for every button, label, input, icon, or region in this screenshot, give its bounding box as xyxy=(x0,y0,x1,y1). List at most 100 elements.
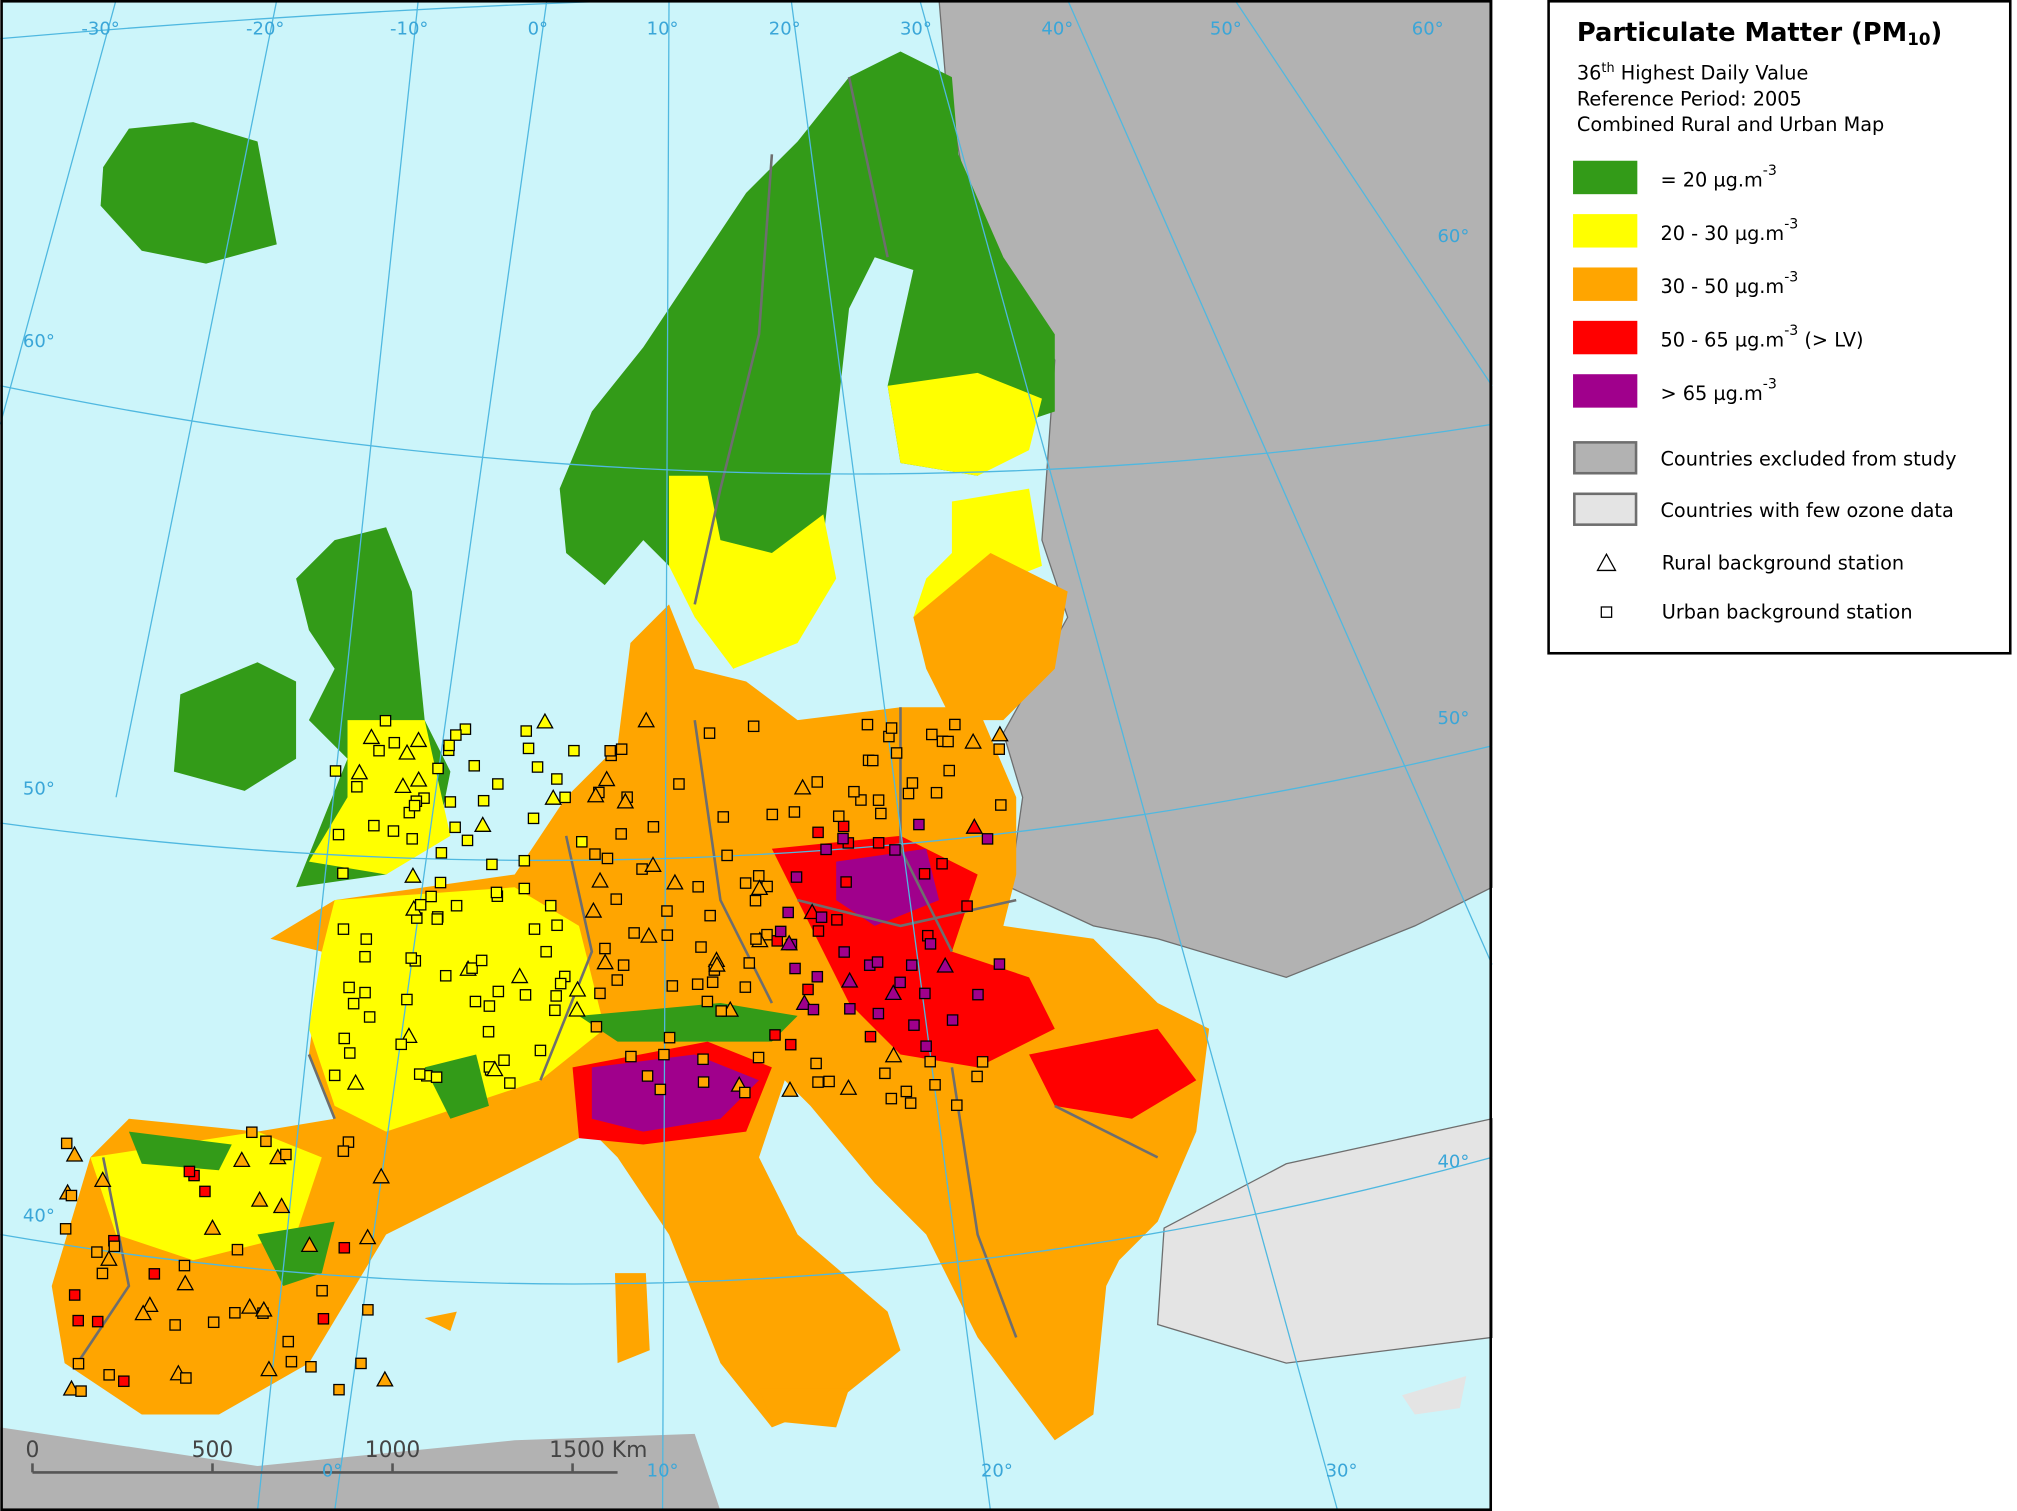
square-symbol xyxy=(568,744,580,757)
square-symbol xyxy=(332,828,345,841)
graticule-label: 60° xyxy=(1412,19,1444,40)
square-symbol xyxy=(993,958,1006,970)
graticule-label: -20° xyxy=(246,19,284,40)
square-symbol xyxy=(615,828,627,840)
square-symbol xyxy=(199,1185,211,1198)
square-symbol xyxy=(469,995,482,1008)
subtitle: 36th Highest Daily Value xyxy=(1577,61,1808,85)
legend-swatch xyxy=(1573,320,1638,355)
square-symbol xyxy=(861,718,874,731)
subtitle: Combined Rural and Urban Map xyxy=(1577,113,1884,136)
square-symbol xyxy=(890,747,903,759)
triangle-symbol xyxy=(596,953,614,970)
legend: Particulate Matter (PM10) 36th Highest D… xyxy=(1547,0,2012,655)
square-symbol xyxy=(919,987,931,1000)
square-symbol xyxy=(790,871,803,883)
square-symbol xyxy=(636,863,648,875)
square-symbol xyxy=(703,727,716,739)
title-subscript: 10 xyxy=(1907,29,1930,49)
square-symbol xyxy=(589,848,601,860)
square-symbol xyxy=(747,720,760,733)
square-symbol xyxy=(359,950,371,963)
square-symbol xyxy=(812,1076,824,1088)
square-symbol xyxy=(359,986,371,999)
square-symbol xyxy=(544,899,557,912)
square-symbol xyxy=(207,1316,220,1329)
square-symbol xyxy=(450,899,463,912)
square-symbol xyxy=(628,927,640,939)
legend-label: Rural background station xyxy=(1662,552,1904,575)
square-symbol xyxy=(981,833,994,845)
square-symbol xyxy=(368,819,380,832)
scale-label: 500 xyxy=(192,1438,234,1463)
square-symbol xyxy=(540,945,552,958)
square-symbol xyxy=(704,909,716,922)
square-symbol xyxy=(721,849,733,862)
graticule-label: 0° xyxy=(322,1460,342,1481)
square-symbol xyxy=(752,870,765,882)
triangle-symbol xyxy=(584,901,603,918)
square-symbol xyxy=(769,1029,781,1041)
square-symbol xyxy=(855,794,867,806)
triangle-symbol xyxy=(568,1000,586,1017)
label-text: (> LV) xyxy=(1798,329,1863,352)
square-symbol xyxy=(430,1071,443,1083)
square-symbol xyxy=(885,722,898,734)
square-symbol xyxy=(920,1040,932,1052)
square-symbol xyxy=(625,1050,637,1063)
square-symbol xyxy=(477,794,490,807)
label-sup: -3 xyxy=(1763,163,1777,179)
map-frame xyxy=(0,0,1493,1511)
square-symbol xyxy=(343,981,355,994)
square-symbol xyxy=(169,1319,181,1331)
legend-swatch xyxy=(1573,492,1638,526)
square-symbol xyxy=(837,820,850,833)
triangle-symbol xyxy=(232,1151,251,1167)
triangle-symbol xyxy=(666,873,684,890)
square-symbol xyxy=(549,1004,561,1017)
triangle-symbol xyxy=(781,1081,799,1097)
square-symbol xyxy=(432,762,444,775)
triangle-symbol xyxy=(93,1171,112,1187)
triangle-symbol xyxy=(134,1304,152,1321)
square-symbol xyxy=(752,1051,765,1064)
square-symbol xyxy=(246,1126,258,1139)
square-symbol xyxy=(91,1246,103,1258)
square-symbol xyxy=(715,1005,728,1017)
square-symbol xyxy=(789,962,801,975)
triangle-symbol xyxy=(240,1297,259,1314)
square-symbol xyxy=(739,877,752,889)
square-symbol xyxy=(611,974,624,986)
square-symbol xyxy=(435,847,448,859)
square-symbol xyxy=(363,1011,376,1023)
square-symbol xyxy=(118,1375,130,1388)
legend-swatch xyxy=(1573,160,1638,195)
square-symbol xyxy=(866,754,879,767)
subtitle-text: 36 xyxy=(1577,62,1602,85)
square-symbol xyxy=(443,739,455,752)
square-symbol xyxy=(972,988,984,1001)
square-symbol xyxy=(885,1092,898,1105)
square-symbol xyxy=(658,1048,670,1061)
square-symbol xyxy=(379,714,392,727)
square-symbol xyxy=(673,778,685,790)
square-symbol xyxy=(425,890,437,903)
label-sup: -3 xyxy=(1784,216,1798,232)
square-symbol xyxy=(750,933,762,945)
square-symbol xyxy=(401,993,413,1006)
triangle-symbol xyxy=(936,956,954,973)
square-symbol xyxy=(604,744,616,757)
square-symbol xyxy=(766,808,779,821)
square-symbol xyxy=(820,843,832,856)
square-symbol xyxy=(902,787,915,800)
subtitle-sup: th xyxy=(1601,61,1614,76)
title-text: ) xyxy=(1930,18,1942,48)
triangle-symbol xyxy=(1596,552,1617,572)
triangle-symbol xyxy=(141,1296,159,1313)
stations-layer xyxy=(58,711,1009,1397)
subtitle-text: Highest Daily Value xyxy=(1615,62,1809,85)
square-symbol xyxy=(406,833,418,845)
square-symbol xyxy=(351,780,363,793)
graticule-label: 40° xyxy=(23,1206,55,1227)
